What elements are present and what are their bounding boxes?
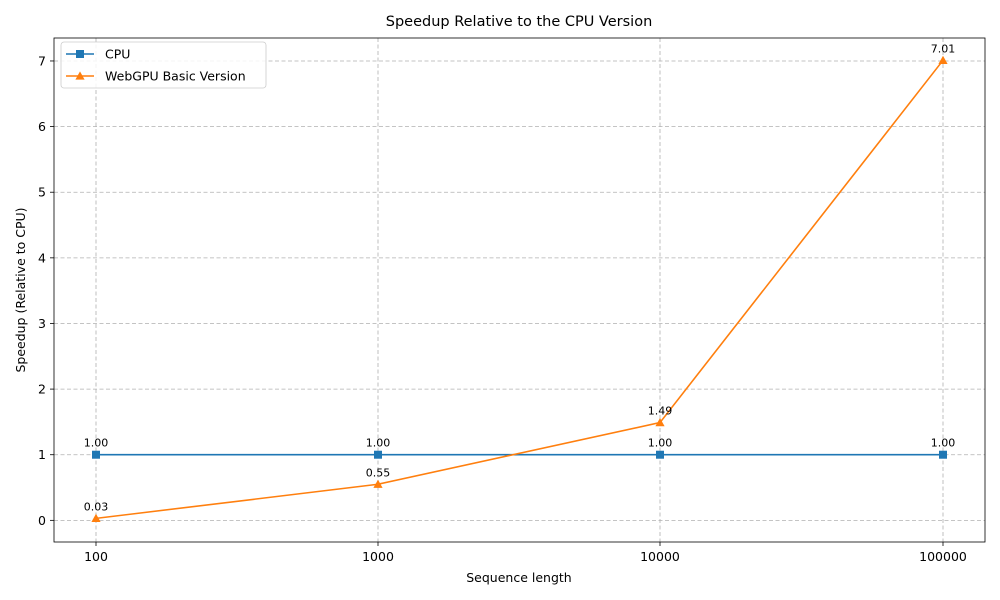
series-webgpu-basic-version	[91, 55, 948, 523]
y-tick-label: 1	[38, 447, 46, 462]
grid	[54, 38, 985, 542]
plot-area	[53, 37, 986, 543]
x-tick-label: 10000	[640, 549, 680, 564]
x-tick-label: 1000	[362, 549, 394, 564]
data-label: 0.03	[84, 500, 109, 513]
data-point	[939, 450, 947, 459]
series-line	[95, 59, 944, 520]
legend-item: CPU	[66, 47, 130, 62]
data-label: 1.49	[648, 405, 673, 418]
data-point	[938, 55, 948, 64]
legend-box	[60, 41, 267, 89]
y-axis-label: Speedup (Relative to CPU)	[13, 207, 28, 372]
x-tick-label: 100000	[919, 549, 967, 564]
legend-marker	[75, 71, 85, 80]
data-label: 1.00	[84, 437, 109, 450]
data-point	[374, 450, 382, 459]
series	[91, 55, 948, 523]
data-point	[91, 513, 101, 523]
chart-title: Speedup Relative to the CPU Version	[386, 14, 653, 30]
y-axis-ticks: 0 1 2 3 4 5 6 7	[38, 53, 54, 528]
data-point	[656, 450, 664, 459]
legend-item: WebGPU Basic Version	[66, 69, 246, 84]
y-tick-label: 2	[38, 382, 46, 397]
series-cpu	[92, 450, 947, 459]
data-label: 0.55	[366, 466, 391, 479]
y-tick-label: 3	[38, 316, 46, 331]
data-point	[92, 450, 100, 459]
x-tick-label: 100	[84, 549, 108, 564]
legend-label: CPU	[105, 47, 130, 62]
x-axis-ticks: 100 1000 10000 100000	[84, 542, 967, 564]
data-label: 1.00	[931, 437, 956, 450]
data-point	[655, 417, 665, 427]
data-point	[373, 479, 383, 488]
data-label: 1.00	[648, 437, 673, 450]
y-tick-label: 0	[38, 513, 46, 528]
y-tick-label: 6	[38, 119, 46, 134]
y-tick-label: 4	[38, 250, 46, 265]
data-label: 7.01	[931, 42, 956, 55]
y-tick-label: 7	[38, 53, 46, 68]
data-label: 1.00	[366, 437, 391, 450]
legend: CPU WebGPU Basic Version	[60, 41, 267, 89]
y-tick-label: 5	[38, 185, 46, 200]
data-labels: 1.00 1.00 1.00 1.00 0.03 0.55 1.49 7.01	[84, 42, 956, 513]
x-axis-label: Sequence length	[466, 570, 571, 585]
legend-label: WebGPU Basic Version	[105, 69, 246, 84]
legend-marker	[76, 50, 84, 58]
